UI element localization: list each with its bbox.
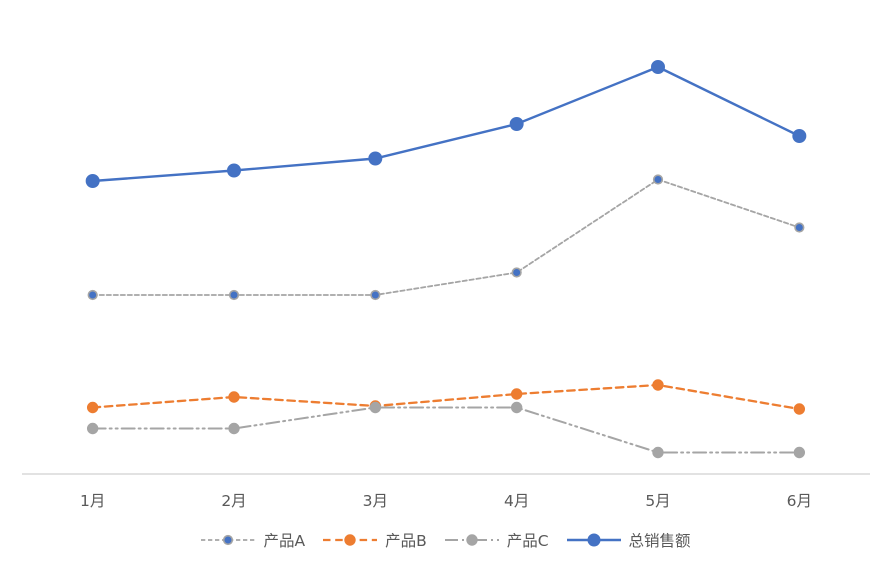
legend-swatch-product-a-icon	[201, 534, 256, 546]
series-line-product-b	[91, 383, 801, 411]
legend-marker-product-a-icon	[223, 534, 234, 546]
series-line-total-sales	[91, 65, 801, 183]
data-point-total-sales-1[interactable]	[85, 174, 100, 188]
chart-legend: 产品A 产品B 产品C 总销售额	[0, 529, 891, 551]
data-point-product-a-1[interactable]	[87, 289, 98, 301]
x-tick-label-5: 5月	[645, 492, 670, 510]
legend-swatch-total-sales-icon	[566, 533, 621, 547]
x-tick-label-1: 1月	[80, 492, 105, 510]
data-point-product-c-4[interactable]	[510, 401, 523, 414]
data-point-product-b-4[interactable]	[510, 388, 523, 400]
data-point-product-b-5[interactable]	[652, 379, 664, 391]
legend-swatch-product-c-icon	[444, 534, 499, 546]
data-point-product-b-1[interactable]	[86, 401, 99, 414]
data-point-total-sales-5[interactable]	[651, 60, 665, 74]
legend-label-product-b: 产品B	[385, 532, 427, 550]
legend-item-product-c[interactable]: 产品C	[444, 529, 549, 551]
data-point-product-a-2[interactable]	[228, 289, 240, 301]
legend-label-total-sales: 总销售额	[628, 532, 691, 550]
series-line-product-a	[91, 178, 801, 296]
series-line-product-c	[91, 406, 801, 454]
legend-marker-total-sales-icon	[587, 533, 601, 547]
legend-swatch-product-b-icon	[323, 534, 378, 546]
legend-label-product-a: 产品A	[263, 532, 306, 550]
x-tick-label-3: 3月	[363, 492, 388, 510]
data-point-product-a-4[interactable]	[511, 267, 522, 278]
data-point-total-sales-6[interactable]	[792, 129, 807, 143]
data-point-product-a-3[interactable]	[370, 289, 381, 301]
data-point-product-b-6[interactable]	[793, 403, 806, 415]
data-point-product-c-6[interactable]	[793, 446, 806, 459]
data-point-product-c-5[interactable]	[652, 446, 664, 459]
data-point-product-a-6[interactable]	[794, 222, 805, 233]
legend-label-product-c: 产品C	[506, 532, 549, 550]
data-point-product-c-3[interactable]	[369, 401, 382, 414]
legend-item-product-a[interactable]: 产品A	[200, 529, 305, 551]
data-point-product-a-5[interactable]	[652, 174, 664, 185]
legend-marker-product-b-icon	[344, 534, 356, 546]
data-point-total-sales-2[interactable]	[227, 163, 241, 178]
data-point-product-c-1[interactable]	[86, 422, 99, 435]
data-point-product-b-2[interactable]	[228, 391, 240, 403]
x-tick-label-6: 6月	[787, 492, 812, 510]
legend-item-product-b[interactable]: 产品B	[322, 529, 427, 551]
data-point-product-c-2[interactable]	[228, 422, 240, 435]
x-tick-label-2: 2月	[221, 492, 246, 510]
data-point-total-sales-3[interactable]	[368, 151, 383, 166]
legend-item-total-sales[interactable]: 总销售额	[566, 529, 691, 551]
legend-marker-product-c-icon	[466, 534, 478, 546]
x-tick-label-4: 4月	[504, 492, 529, 510]
data-point-total-sales-4[interactable]	[509, 117, 524, 131]
